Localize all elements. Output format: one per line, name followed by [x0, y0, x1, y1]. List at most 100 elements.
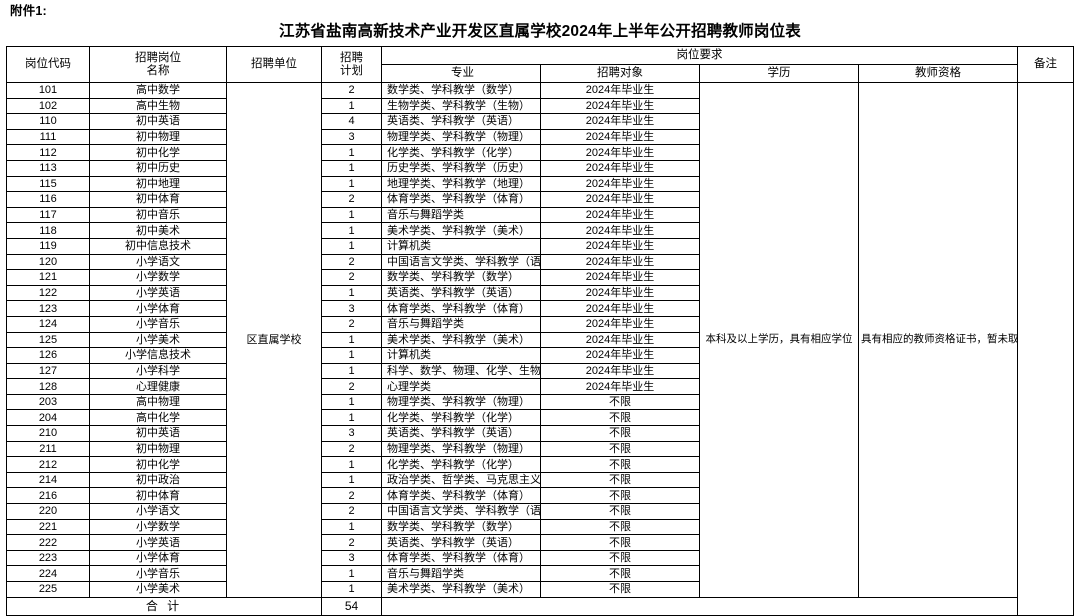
cell-plan: 1: [321, 409, 382, 427]
cell-code: 127: [6, 362, 90, 380]
cell-post-name: 高中数学: [89, 82, 227, 99]
cell-plan: 1: [321, 581, 382, 598]
col-header-plan-line1: 招聘: [340, 51, 363, 64]
cell-code: 216: [6, 487, 90, 505]
table-row: 127 小学科学 1 科学、数学、物理、化学、生物类 2024年毕业生: [6, 362, 1074, 380]
total-empty-cell: [381, 596, 1018, 616]
cell-major: 数学类、学科教学（数学）: [381, 518, 541, 536]
cell-plan: 3: [321, 300, 382, 317]
cell-code: 125: [6, 331, 90, 349]
table-row: 211 初中物理 2 物理学类、学科教学（物理） 不限: [6, 440, 1074, 458]
col-header-note: 备注: [1017, 46, 1074, 83]
col-header-post-name-line1: 招聘岗位: [135, 51, 181, 64]
cell-plan: 2: [321, 315, 382, 333]
col-header-target: 招聘对象: [540, 64, 700, 83]
cell-unit-merged: 区直属学校: [226, 82, 322, 598]
cell-code: 212: [6, 456, 90, 473]
cell-major: 计算机类: [381, 347, 541, 364]
cell-post-name: 初中英语: [89, 425, 227, 442]
cell-code: 211: [6, 440, 90, 458]
cell-plan: 1: [321, 206, 382, 224]
cell-plan: 2: [321, 503, 382, 520]
cell-post-name: 初中地理: [89, 175, 227, 193]
cell-code: 126: [6, 347, 90, 364]
table-row: 119 初中信息技术 1 计算机类 2024年毕业生: [6, 237, 1074, 255]
cell-major: 化学类、学科教学（化学）: [381, 144, 541, 161]
cell-plan: 2: [321, 82, 382, 99]
cell-note-merged: [1017, 82, 1074, 616]
col-header-requirements: 岗位要求: [381, 46, 1018, 65]
cell-post-name: 小学音乐: [89, 565, 227, 582]
table-header: 岗位代码 招聘岗位 名称 招聘单位 招聘 计划 岗位要求 备注 专业 招聘对象 …: [6, 46, 1074, 83]
cell-post-name: 小学美术: [89, 581, 227, 598]
cell-major: 数学类、学科教学（数学）: [381, 82, 541, 99]
cell-major: 化学类、学科教学（化学）: [381, 456, 541, 473]
cell-target: 2024年毕业生: [540, 362, 700, 380]
cell-major: 英语类、学科教学（英语）: [381, 425, 541, 442]
cell-target: 2024年毕业生: [540, 191, 700, 208]
cell-education-merged: 本科及以上学历，具有相应学位: [699, 82, 859, 598]
cell-target: 2024年毕业生: [540, 237, 700, 255]
cell-major: 体育学类、学科教学（体育）: [381, 487, 541, 505]
cell-major: 英语类、学科教学（英语）: [381, 284, 541, 302]
cell-code: 223: [6, 549, 90, 567]
cell-code: 220: [6, 503, 90, 520]
cell-teacher-cert-merged: 具有相应的教师资格证书，暂未取得教师资格的也可参加应聘，须于2024年8月31日…: [858, 82, 1018, 598]
cell-post-name: 小学科学: [89, 362, 227, 380]
cell-target: 2024年毕业生: [540, 269, 700, 286]
cell-post-name: 高中物理: [89, 393, 227, 411]
cell-target: 2024年毕业生: [540, 206, 700, 224]
table-total-row: 合 计 54: [6, 596, 1074, 616]
cell-post-name: 初中政治: [89, 471, 227, 489]
cell-major: 生物学类、学科教学（生物）: [381, 97, 541, 115]
cell-plan: 1: [321, 471, 382, 489]
cell-target: 不限: [540, 549, 700, 567]
cell-plan: 1: [321, 518, 382, 536]
document-page: 附件1: 江苏省盐南高新技术产业开发区直属学校2024年上半年公开招聘教师岗位表…: [6, 4, 1074, 616]
cell-major: 物理学类、学科教学（物理）: [381, 440, 541, 458]
cell-target: 2024年毕业生: [540, 347, 700, 364]
cell-code: 124: [6, 315, 90, 333]
cell-post-name: 小学美术: [89, 331, 227, 349]
table-row: 111 初中物理 3 物理学类、学科教学（物理） 2024年毕业生: [6, 128, 1074, 146]
cell-major: 英语类、学科教学（英语）: [381, 113, 541, 130]
cell-major: 物理学类、学科教学（物理）: [381, 393, 541, 411]
cell-target: 2024年毕业生: [540, 144, 700, 161]
cell-post-name: 小学语文: [89, 503, 227, 520]
cell-plan: 1: [321, 175, 382, 193]
cell-plan: 1: [321, 97, 382, 115]
cell-code: 210: [6, 425, 90, 442]
cell-target: 不限: [540, 456, 700, 473]
table-row: 101 高中数学 区直属学校 2 数学类、学科教学（数学） 2024年毕业生 本科及以上学历…: [6, 82, 1074, 616]
cell-plan: 2: [321, 440, 382, 458]
cell-target: 2024年毕业生: [540, 128, 700, 146]
cell-post-name: 初中化学: [89, 144, 227, 161]
cell-post-name: 小学语文: [89, 253, 227, 271]
cell-plan: 3: [321, 425, 382, 442]
cell-plan: 1: [321, 393, 382, 411]
cell-target: 2024年毕业生: [540, 222, 700, 239]
cell-post-name: 初中历史: [89, 159, 227, 177]
cell-code: 110: [6, 113, 90, 130]
cell-post-name: 初中化学: [89, 456, 227, 473]
cell-code: 118: [6, 222, 90, 239]
cell-target: 不限: [540, 471, 700, 489]
cell-code: 224: [6, 565, 90, 582]
cell-code: 116: [6, 191, 90, 208]
col-header-plan: 招聘 计划: [321, 46, 382, 83]
cell-code: 121: [6, 269, 90, 286]
cell-target: 不限: [540, 518, 700, 536]
table-row: 110 初中英语 4 英语类、学科教学（英语） 2024年毕业生: [6, 113, 1074, 130]
cell-post-name: 心理健康: [89, 378, 227, 395]
cell-target: 2024年毕业生: [540, 82, 700, 99]
col-header-post-name: 招聘岗位 名称: [89, 46, 227, 83]
cell-plan: 3: [321, 549, 382, 567]
cell-plan: 2: [321, 269, 382, 286]
cell-major: 地理学类、学科教学（地理）: [381, 175, 541, 193]
table-row: 118 初中美术 1 美术学类、学科教学（美术） 2024年毕业生: [6, 222, 1074, 239]
cell-major: 体育学类、学科教学（体育）: [381, 549, 541, 567]
cell-major: 科学、数学、物理、化学、生物类: [381, 362, 541, 380]
cell-major: 心理学类: [381, 378, 541, 395]
cell-code: 128: [6, 378, 90, 395]
